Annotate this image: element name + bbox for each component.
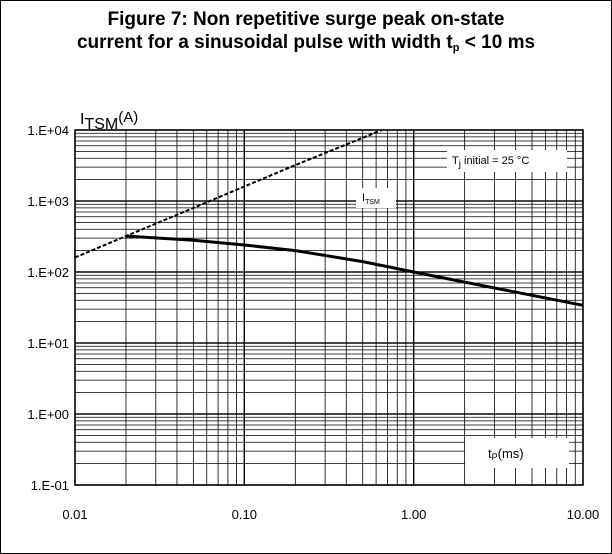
itsm-label-box [356,188,396,208]
itsm-label-sub: TSM [365,199,380,206]
y-axis-label: ITSM(A) [80,109,138,133]
tj-label-sub: j [458,159,461,170]
x-tick-label: 1.00 [401,507,426,522]
tj-label: Tj initial = 25 °C [452,155,529,170]
y-tick-label: 1.E+04 [27,123,69,138]
y-tick-label: 1.E+03 [27,194,69,209]
x-tick-label: 0.01 [62,507,87,522]
y-tick-label: 1.E-01 [31,478,69,493]
y-tick-labels: 1.E-01 1.E+00 1.E+01 1.E+02 1.E+03 1.E+04 [27,123,69,493]
x-tick-label: 0.10 [232,507,257,522]
y-axis-label-unit: (A) [118,109,138,126]
x-axis-label-sub: P [492,452,498,462]
y-axis-label-main: I [80,111,84,128]
x-tick-labels: 0.01 0.10 1.00 10.00 [62,507,599,522]
title-line-2-subscript: p [452,42,460,54]
tj-label-box [447,150,567,172]
tj-label-main: T [452,155,459,167]
x-axis-label-box [465,438,569,468]
title-line-1: Figure 7: Non repetitive surge peak on-s… [107,9,505,30]
y-tick-label: 1.E+00 [27,407,69,422]
x-tick-label: 10.00 [567,507,600,522]
itsm-label-main: I [362,192,365,204]
x-axis-label: tP(ms) [488,446,524,462]
series-layer [74,129,584,307]
tj-label-rest: initial = 25 °C [461,155,529,167]
y-tick-label: 1.E+02 [27,265,69,280]
figure-title: Figure 7: Non repetitive surge peak on-s… [0,8,612,57]
x-axis-label-main: t [488,446,492,461]
title-line-2-text: current for a sinusoidal pulse with widt… [76,32,453,53]
dashed-series-line [74,129,383,259]
itsm-label: ITSM [362,192,380,206]
title-line-2: current for a sinusoidal pulse with widt… [0,31,612,57]
itsm-series-line [125,234,584,307]
title-line-2-end: < 10 ms [459,32,536,53]
plot-area [74,129,584,486]
y-axis-label-sub: TSM [84,116,118,133]
x-axis-label-unit: (ms) [498,446,524,461]
y-tick-label: 1.E+01 [27,336,69,351]
plot-grid [74,129,584,486]
